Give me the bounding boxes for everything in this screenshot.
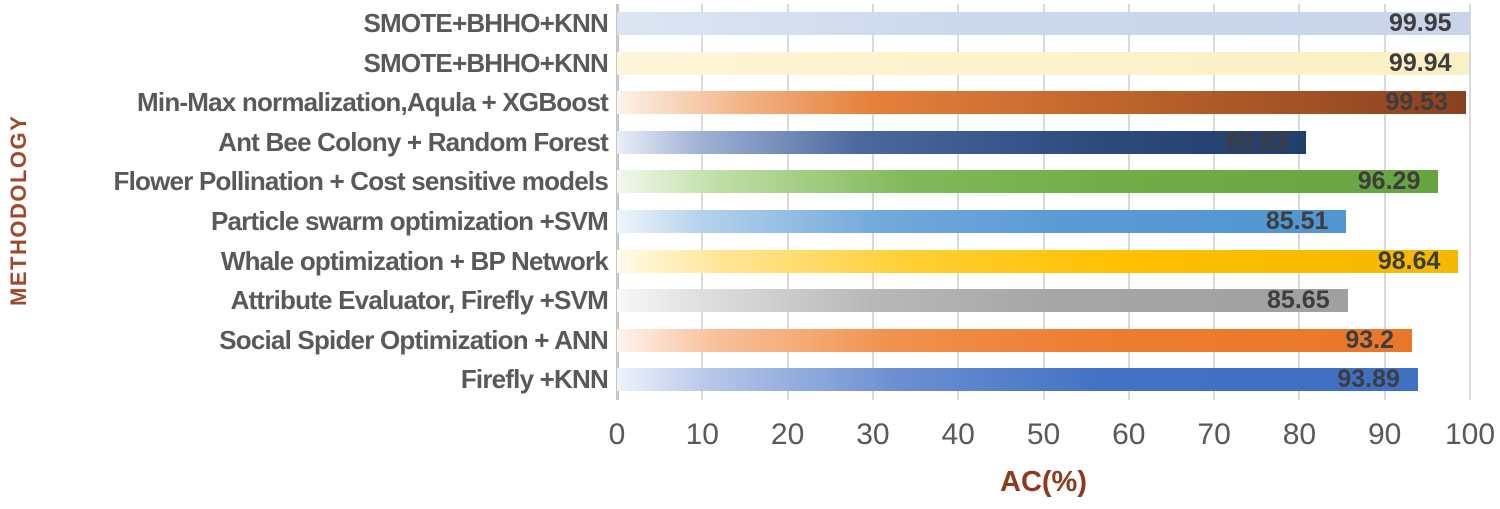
bar-10: 93.89 [617, 365, 1418, 394]
category-label: Whale optimization + BP Network [220, 245, 609, 276]
x-tick-label: 70 [1197, 418, 1231, 451]
category-label: Flower Pollination + Cost sensitive mode… [113, 166, 609, 197]
category-label: Firefly +KNN [460, 364, 609, 395]
bar-value-label: 85.65 [1267, 286, 1330, 315]
x-tick-label: 0 [608, 418, 626, 451]
bar-value-label: 96.29 [1357, 167, 1421, 196]
gridline [871, 4, 874, 400]
gridline [786, 4, 789, 400]
bar-5: 96.29 [617, 167, 1439, 196]
bar-value-label: 98.64 [1377, 246, 1441, 275]
gridline [1383, 4, 1386, 400]
x-tick-label: 40 [941, 418, 975, 451]
bar-value-label: 93.2 [1345, 325, 1394, 354]
bar-9: 93.2 [617, 325, 1412, 354]
category-label: Attribute Evaluator, Firefly +SVM [230, 285, 609, 316]
bar-6: 85.51 [617, 207, 1347, 235]
gridline [1213, 4, 1216, 400]
bar-1: 99.95 [617, 9, 1470, 37]
gridline [1298, 4, 1301, 400]
category-label: Particle swarm optimization +SVM [210, 206, 609, 236]
gridline [1469, 4, 1471, 400]
x-tick-label: 20 [770, 418, 805, 451]
bar-value-label: 93.89 [1337, 365, 1400, 394]
x-tick-label: 10 [685, 418, 719, 451]
bar-3: 99.53 [617, 88, 1466, 117]
category-axis: SMOTE+BHHO+KNN SMOTE+BHHO+KNN Min-Max norm… [0, 4, 609, 400]
bar-value-label: 99.53 [1385, 88, 1448, 117]
bar-4: 80.83 [617, 127, 1307, 156]
category-label: Min-Max normalization,Aqula + XGBoost [137, 87, 609, 118]
x-axis: 0 10 20 30 40 50 60 70 80 90 100 [609, 418, 1495, 458]
x-tick-label: 30 [856, 418, 890, 451]
category-label: Ant Bee Colony + Random Forest [218, 126, 609, 157]
bar-value-label: 80.83 [1225, 127, 1289, 156]
gridline [701, 4, 704, 400]
bar-value-label: 85.51 [1265, 207, 1329, 235]
x-tick-label: 90 [1368, 418, 1402, 451]
category-label: SMOTE+BHHO+KNN [363, 8, 609, 38]
gridline [1042, 4, 1045, 400]
category-label: Social Spider Optimization + ANN [219, 324, 609, 355]
bar-value-label: 99.95 [1389, 9, 1452, 37]
gridline [957, 4, 960, 400]
x-axis-title: AC(%) [1000, 466, 1087, 498]
x-tick-label: 80 [1282, 418, 1317, 451]
bar-8: 85.65 [617, 286, 1348, 315]
y-axis-line [616, 4, 619, 400]
bar-value-label: 99.94 [1388, 48, 1452, 77]
x-tick-label: 60 [1112, 418, 1146, 451]
bar-2: 99.94 [617, 48, 1470, 77]
plot-area: 99.95 99.94 99.53 80.83 96.29 85.51 98.64 85.65… [616, 4, 1471, 400]
category-label: SMOTE+BHHO+KNN [363, 47, 609, 78]
gridline [1127, 4, 1130, 400]
x-tick-label: 50 [1026, 418, 1061, 451]
x-tick-label: 100 [1444, 418, 1496, 451]
bar-7: 98.64 [617, 246, 1459, 275]
